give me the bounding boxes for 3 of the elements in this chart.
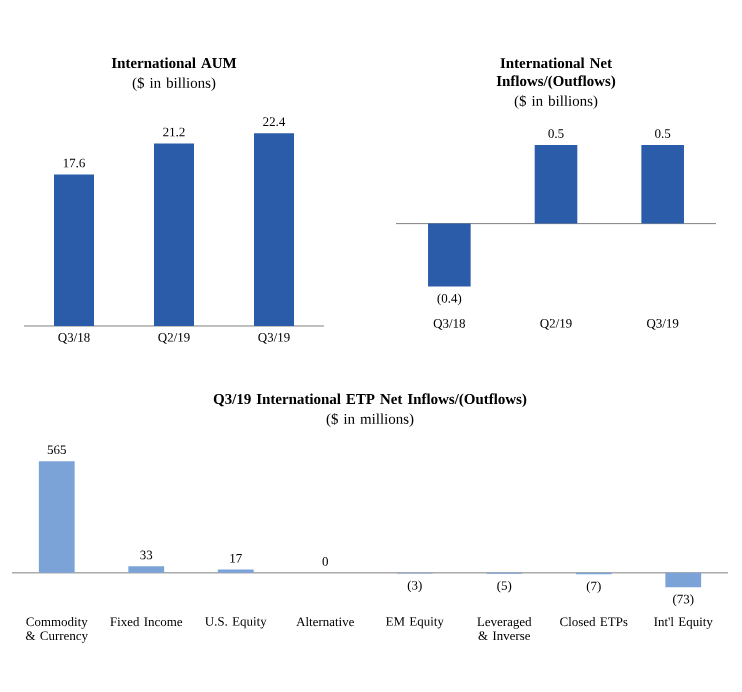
bar [665,572,702,588]
bar [128,566,165,573]
bar [38,461,75,573]
